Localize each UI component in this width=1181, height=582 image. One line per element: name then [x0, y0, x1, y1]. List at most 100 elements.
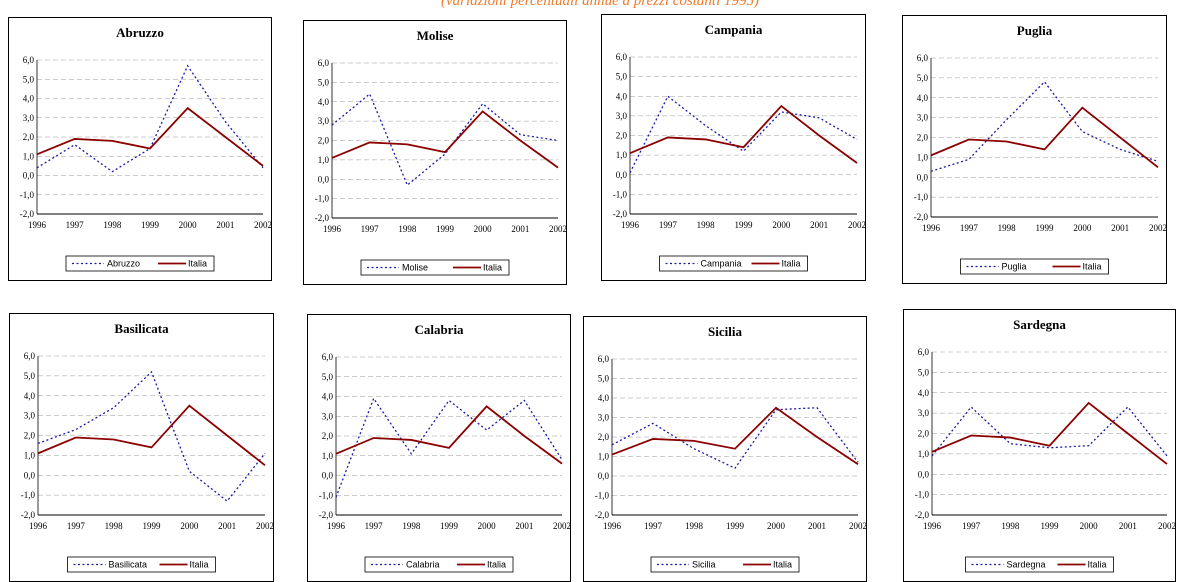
y-tick-label: -2,0: [595, 510, 610, 520]
y-tick-label: 2,0: [917, 133, 929, 143]
chart-title: Campania: [705, 22, 763, 37]
series-line-italia: [611, 406, 859, 466]
x-tick-label: 1998: [998, 223, 1017, 233]
chart-svg-basilicata: Basilicata6,05,04,03,02,01,00,0-1,0-2,01…: [21, 321, 273, 573]
x-tick-label: 2000: [1073, 223, 1092, 233]
y-tick-label: 3,0: [23, 113, 35, 123]
x-tick-label: 1999: [726, 521, 745, 531]
legend-box: [659, 255, 808, 272]
y-tick-label: 3,0: [918, 408, 930, 418]
legend-label-italia: Italia: [782, 259, 801, 269]
x-tick-label: 1996: [923, 521, 942, 531]
y-tick-label: -1,0: [595, 491, 610, 501]
chart-title: Calabria: [414, 322, 464, 337]
series-line-molise: [331, 92, 559, 187]
page-header: (variazioni percentuali annue a prezzi c…: [440, 0, 760, 9]
y-tick-label: 1,0: [918, 449, 930, 459]
y-tick-label: -1,0: [613, 189, 628, 199]
chart-panel-molise: Molise 6,0 5,0 4,0 3,0 2,0 1,0 0,0 -1,0 -2,0 1996 1…: [303, 20, 567, 285]
y-tick-label: 2,0: [322, 431, 334, 441]
y-tick-label: 1,0: [917, 152, 929, 162]
y-tick-label: -2,0: [21, 510, 36, 520]
x-tick-label: 1999: [440, 521, 459, 531]
x-tick-label: 2002: [1158, 521, 1175, 531]
chart-panel-sardegna: Sardegna 6,0 5,0 4,0 3,0 2,0 1,0 0,0 -1,0 -2,0 199…: [903, 309, 1176, 582]
y-tick-label: 1,0: [322, 451, 334, 461]
y-tick-label: 0,0: [322, 471, 334, 481]
legend-box: [65, 255, 215, 272]
y-tick-label: 2,0: [598, 432, 610, 442]
series-line-basilicata: [37, 370, 266, 502]
x-tick-label: 1996: [323, 224, 342, 234]
legend-label-region: Abruzzo: [107, 259, 140, 269]
y-tick-label: 4,0: [322, 392, 334, 402]
legend-label-italia: Italia: [483, 263, 502, 273]
series-line-italia: [930, 106, 1159, 169]
x-tick-label: 1997: [960, 223, 979, 233]
legend-box: [360, 259, 510, 276]
y-tick-label: 5,0: [918, 367, 930, 377]
chart-panel-sicilia: Sicilia 6,0 5,0 4,0 3,0 2,0 1,0 0,0 -1,0 -2,0 1996…: [583, 316, 867, 582]
y-tick-label: 0,0: [598, 471, 610, 481]
chart-title: Basilicata: [114, 321, 169, 336]
y-tick-label: 5,0: [322, 372, 334, 382]
y-tick-label: 2,0: [24, 431, 36, 441]
y-tick-label: 3,0: [616, 111, 628, 121]
x-tick-label: 2002: [849, 521, 866, 531]
x-tick-label: 2000: [767, 521, 786, 531]
x-tick-label: 1996: [327, 521, 346, 531]
x-tick-label: 1998: [398, 224, 417, 234]
y-tick-label: 6,0: [917, 53, 929, 63]
series-line-campania: [629, 95, 858, 174]
x-tick-label: 2002: [549, 224, 566, 234]
x-tick-label: 2001: [808, 521, 826, 531]
y-tick-label: 5,0: [917, 73, 929, 83]
legend-box: [67, 556, 216, 573]
legend-label-italia: Italia: [487, 560, 506, 570]
y-tick-label: 5,0: [24, 371, 36, 381]
legend-label-region: Molise: [402, 263, 428, 273]
y-tick-label: 2,0: [318, 136, 330, 146]
series-line-italia: [37, 404, 266, 467]
x-tick-label: 1996: [603, 521, 622, 531]
y-tick-label: 3,0: [598, 413, 610, 423]
x-tick-label: 2001: [1111, 223, 1129, 233]
y-tick-label: 0,0: [616, 170, 628, 180]
y-tick-label: 1,0: [23, 151, 35, 161]
y-tick-label: 3,0: [322, 411, 334, 421]
chart-panel-basilicata: Basilicata 6,0 5,0 4,0 3,0 2,0 1,0 0,0 -1,0 -2,0 1…: [9, 313, 274, 582]
x-tick-label: 2001: [515, 521, 533, 531]
y-tick-label: -1,0: [20, 190, 35, 200]
x-tick-label: 1998: [685, 521, 704, 531]
y-tick-label: 4,0: [918, 388, 930, 398]
y-tick-label: 3,0: [24, 411, 36, 421]
x-tick-label: 1996: [28, 220, 47, 230]
y-tick-label: 6,0: [616, 52, 628, 62]
series-line-abruzzo: [36, 64, 264, 173]
chart-title: Sardegna: [1013, 317, 1066, 332]
series-line-sardegna: [931, 406, 1168, 457]
y-tick-label: 5,0: [23, 74, 35, 84]
y-tick-label: -2,0: [613, 209, 628, 219]
legend-box: [960, 258, 1109, 275]
x-tick-label: 2001: [810, 220, 828, 230]
y-tick-label: 6,0: [23, 55, 35, 65]
series-line-puglia: [930, 80, 1159, 172]
x-tick-label: 2000: [1080, 521, 1099, 531]
x-tick-label: 1997: [962, 521, 981, 531]
x-tick-label: 2000: [179, 220, 198, 230]
y-tick-label: 2,0: [616, 131, 628, 141]
chart-svg-campania: Campania6,05,04,03,02,01,00,0-1,0-2,0199…: [613, 22, 865, 272]
y-tick-label: 4,0: [917, 93, 929, 103]
y-tick-label: 0,0: [917, 172, 929, 182]
y-tick-label: 4,0: [24, 391, 36, 401]
y-tick-label: 6,0: [318, 58, 330, 68]
legend-label-region: Calabria: [406, 560, 440, 570]
legend-label-region: Sicilia: [692, 560, 716, 570]
y-tick-label: -1,0: [319, 490, 334, 500]
x-tick-label: 2000: [474, 224, 493, 234]
y-tick-label: -2,0: [20, 209, 35, 219]
x-tick-label: 1996: [29, 521, 48, 531]
